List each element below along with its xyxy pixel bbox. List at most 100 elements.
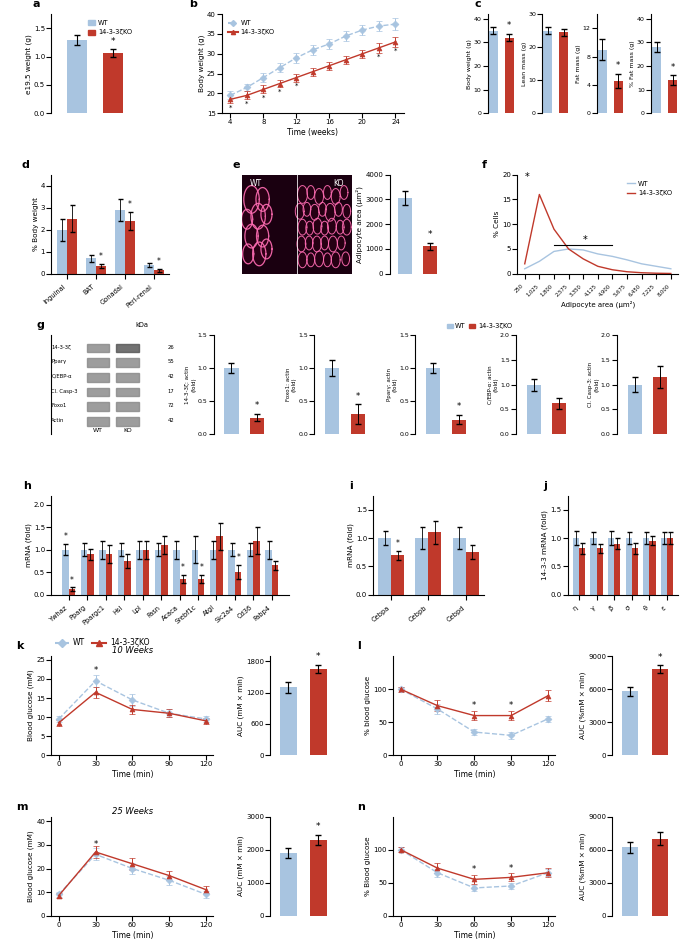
- Y-axis label: AUC (mM × min): AUC (mM × min): [238, 835, 244, 897]
- Polygon shape: [306, 221, 314, 235]
- X-axis label: Time (min): Time (min): [112, 931, 153, 939]
- Y-axis label: Pparγ: actin
(fold): Pparγ: actin (fold): [387, 368, 398, 401]
- Text: *: *: [110, 37, 115, 46]
- Text: *: *: [199, 564, 203, 572]
- Polygon shape: [313, 218, 322, 234]
- Polygon shape: [310, 205, 319, 220]
- Polygon shape: [312, 236, 321, 252]
- Bar: [597, 548, 603, 595]
- Bar: [118, 549, 124, 595]
- Bar: [136, 549, 142, 595]
- Text: *: *: [396, 539, 400, 548]
- X-axis label: Time (min): Time (min): [112, 770, 153, 779]
- Text: *: *: [64, 532, 67, 541]
- Bar: [391, 555, 404, 595]
- Bar: [428, 532, 441, 595]
- WT: [652, 261, 660, 272]
- Text: l: l: [358, 641, 362, 651]
- Bar: [99, 549, 105, 595]
- Text: i: i: [349, 480, 353, 491]
- Bar: [198, 579, 204, 595]
- Polygon shape: [306, 236, 313, 250]
- Bar: [643, 538, 649, 595]
- Bar: [87, 388, 109, 396]
- Text: *: *: [229, 104, 232, 110]
- Bar: [161, 546, 168, 595]
- Bar: [247, 549, 253, 595]
- Text: *: *: [236, 553, 240, 563]
- Bar: [649, 541, 656, 595]
- Bar: [144, 265, 153, 274]
- Bar: [415, 538, 428, 595]
- Text: e: e: [233, 160, 240, 170]
- Bar: [68, 589, 75, 595]
- Bar: [653, 378, 667, 434]
- Y-axis label: Blood glucose (mM): Blood glucose (mM): [27, 670, 34, 741]
- Polygon shape: [329, 236, 338, 252]
- Bar: [614, 544, 621, 595]
- Y-axis label: Lean mass (g): Lean mass (g): [522, 42, 527, 86]
- Bar: [105, 554, 112, 595]
- Text: *: *: [456, 402, 461, 411]
- Y-axis label: Foxo1: actin
(fold): Foxo1: actin (fold): [286, 368, 297, 401]
- Text: *: *: [427, 229, 432, 239]
- Y-axis label: AUC (mM × min): AUC (mM × min): [238, 675, 244, 736]
- Bar: [87, 402, 109, 412]
- WT: [623, 254, 631, 265]
- Bar: [87, 358, 109, 367]
- Polygon shape: [323, 253, 332, 267]
- Text: Pparγ: Pparγ: [51, 359, 66, 364]
- Polygon shape: [245, 224, 258, 248]
- Y-axis label: Blood glucose (mM): Blood glucose (mM): [27, 831, 34, 902]
- Bar: [625, 538, 632, 595]
- Polygon shape: [303, 202, 311, 216]
- Polygon shape: [314, 251, 323, 267]
- Text: *: *: [93, 839, 98, 849]
- Line: 14-3-3ζKO: 14-3-3ζKO: [525, 194, 671, 274]
- Bar: [179, 579, 186, 595]
- Polygon shape: [295, 203, 304, 219]
- Bar: [216, 536, 223, 595]
- Bar: [86, 259, 96, 274]
- Polygon shape: [332, 252, 340, 268]
- Text: *: *: [356, 392, 360, 400]
- Bar: [552, 403, 566, 434]
- Y-axis label: AUC (%mM × min): AUC (%mM × min): [580, 672, 586, 739]
- Bar: [124, 561, 131, 595]
- Bar: [310, 669, 327, 755]
- Bar: [489, 30, 498, 113]
- Polygon shape: [336, 220, 344, 234]
- Polygon shape: [327, 218, 336, 234]
- Bar: [453, 538, 466, 595]
- Bar: [632, 548, 638, 595]
- Bar: [192, 549, 198, 595]
- Text: k: k: [16, 641, 23, 651]
- Polygon shape: [319, 202, 326, 216]
- Bar: [398, 198, 412, 274]
- Text: c: c: [474, 0, 481, 9]
- Text: *: *: [525, 172, 530, 181]
- Polygon shape: [261, 205, 272, 224]
- Text: *: *: [616, 61, 620, 71]
- Polygon shape: [261, 239, 272, 259]
- Legend: WT, 14-3-3ζKO: WT, 14-3-3ζKO: [444, 321, 514, 332]
- Text: *: *: [245, 100, 249, 107]
- Polygon shape: [244, 186, 260, 213]
- Text: j: j: [543, 480, 547, 491]
- 14-3-3ζKO: [608, 264, 616, 276]
- Bar: [423, 246, 437, 274]
- Text: h: h: [23, 480, 31, 491]
- 14-3-3ζKO: [638, 267, 646, 278]
- Text: *: *: [671, 62, 675, 72]
- Bar: [116, 344, 138, 352]
- Text: *: *: [128, 200, 132, 210]
- Text: 17: 17: [167, 389, 174, 394]
- Bar: [579, 548, 585, 595]
- Bar: [310, 840, 327, 916]
- Y-axis label: % Blood glucose: % Blood glucose: [365, 836, 371, 896]
- Text: *: *: [278, 89, 282, 94]
- Polygon shape: [321, 221, 329, 235]
- Bar: [153, 270, 164, 274]
- Text: *: *: [316, 822, 321, 831]
- Bar: [253, 541, 260, 595]
